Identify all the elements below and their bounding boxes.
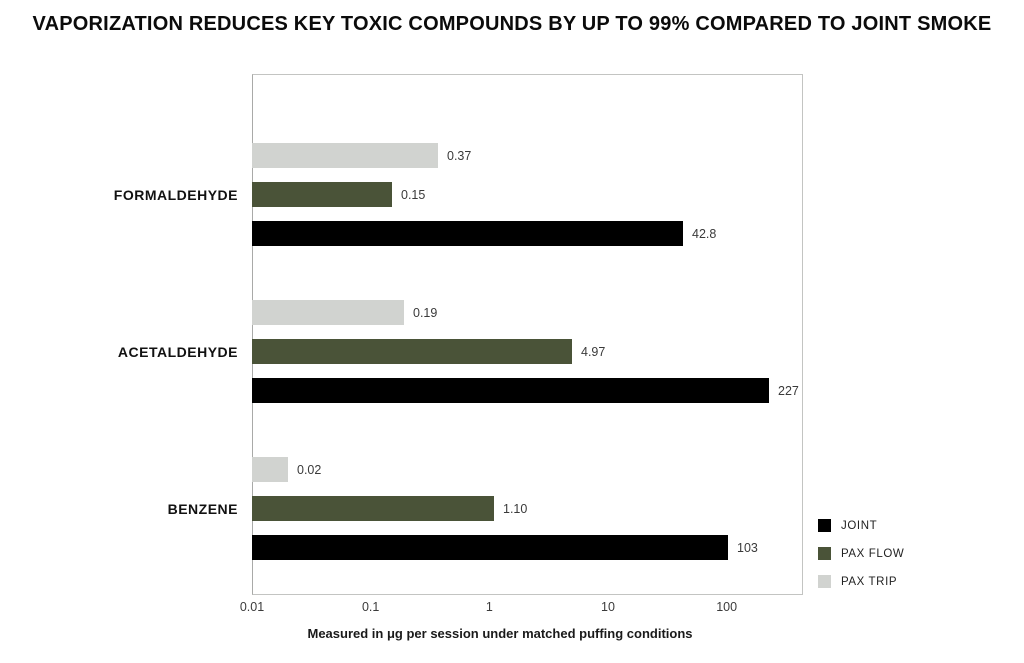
- category-label: FORMALDEHYDE: [113, 186, 238, 203]
- legend-item: PAX FLOW: [818, 547, 904, 560]
- legend-swatch: [818, 519, 831, 532]
- bar: [252, 378, 769, 403]
- bar-value-label: 0.15: [401, 187, 426, 202]
- bar-value-label: 0.19: [413, 305, 438, 320]
- legend-label: PAX TRIP: [841, 575, 898, 588]
- bar-value-label: 0.02: [297, 462, 322, 477]
- bar: [252, 300, 404, 325]
- x-tick-label: 1: [485, 600, 493, 614]
- bar: [252, 339, 572, 364]
- bar: [252, 221, 683, 246]
- bar-value-label: 103: [737, 540, 758, 555]
- category-label: ACETALDEHYDE: [117, 343, 238, 360]
- bar: [252, 143, 438, 168]
- chart-title: VAPORIZATION REDUCES KEY TOXIC COMPOUNDS…: [32, 13, 992, 35]
- bar: [252, 496, 494, 521]
- x-tick-label: 0.1: [361, 600, 380, 614]
- x-tick-label: 0.01: [239, 600, 265, 614]
- category-label: BENZENE: [167, 500, 238, 517]
- legend-label: PAX FLOW: [841, 547, 905, 560]
- x-tick-label: 100: [716, 600, 738, 614]
- legend-swatch: [818, 575, 831, 588]
- legend: JOINT PAX FLOW PAX TRIP: [818, 519, 904, 603]
- x-tick-label: 10: [601, 600, 615, 614]
- bar-value-label: 42.8: [692, 226, 717, 241]
- legend-item: PAX TRIP: [818, 575, 904, 588]
- bar: [252, 535, 728, 560]
- bar-value-label: 227: [778, 383, 799, 398]
- bar: [252, 457, 288, 482]
- x-axis-label: Measured in μg per session under matched…: [307, 626, 693, 641]
- bar: [252, 182, 392, 207]
- legend-swatch: [818, 547, 831, 560]
- bar-value-label: 1.10: [503, 501, 528, 516]
- legend-item: JOINT: [818, 519, 904, 532]
- bar-value-label: 4.97: [581, 344, 606, 359]
- bar-value-label: 0.37: [447, 148, 472, 163]
- legend-label: JOINT: [841, 519, 878, 532]
